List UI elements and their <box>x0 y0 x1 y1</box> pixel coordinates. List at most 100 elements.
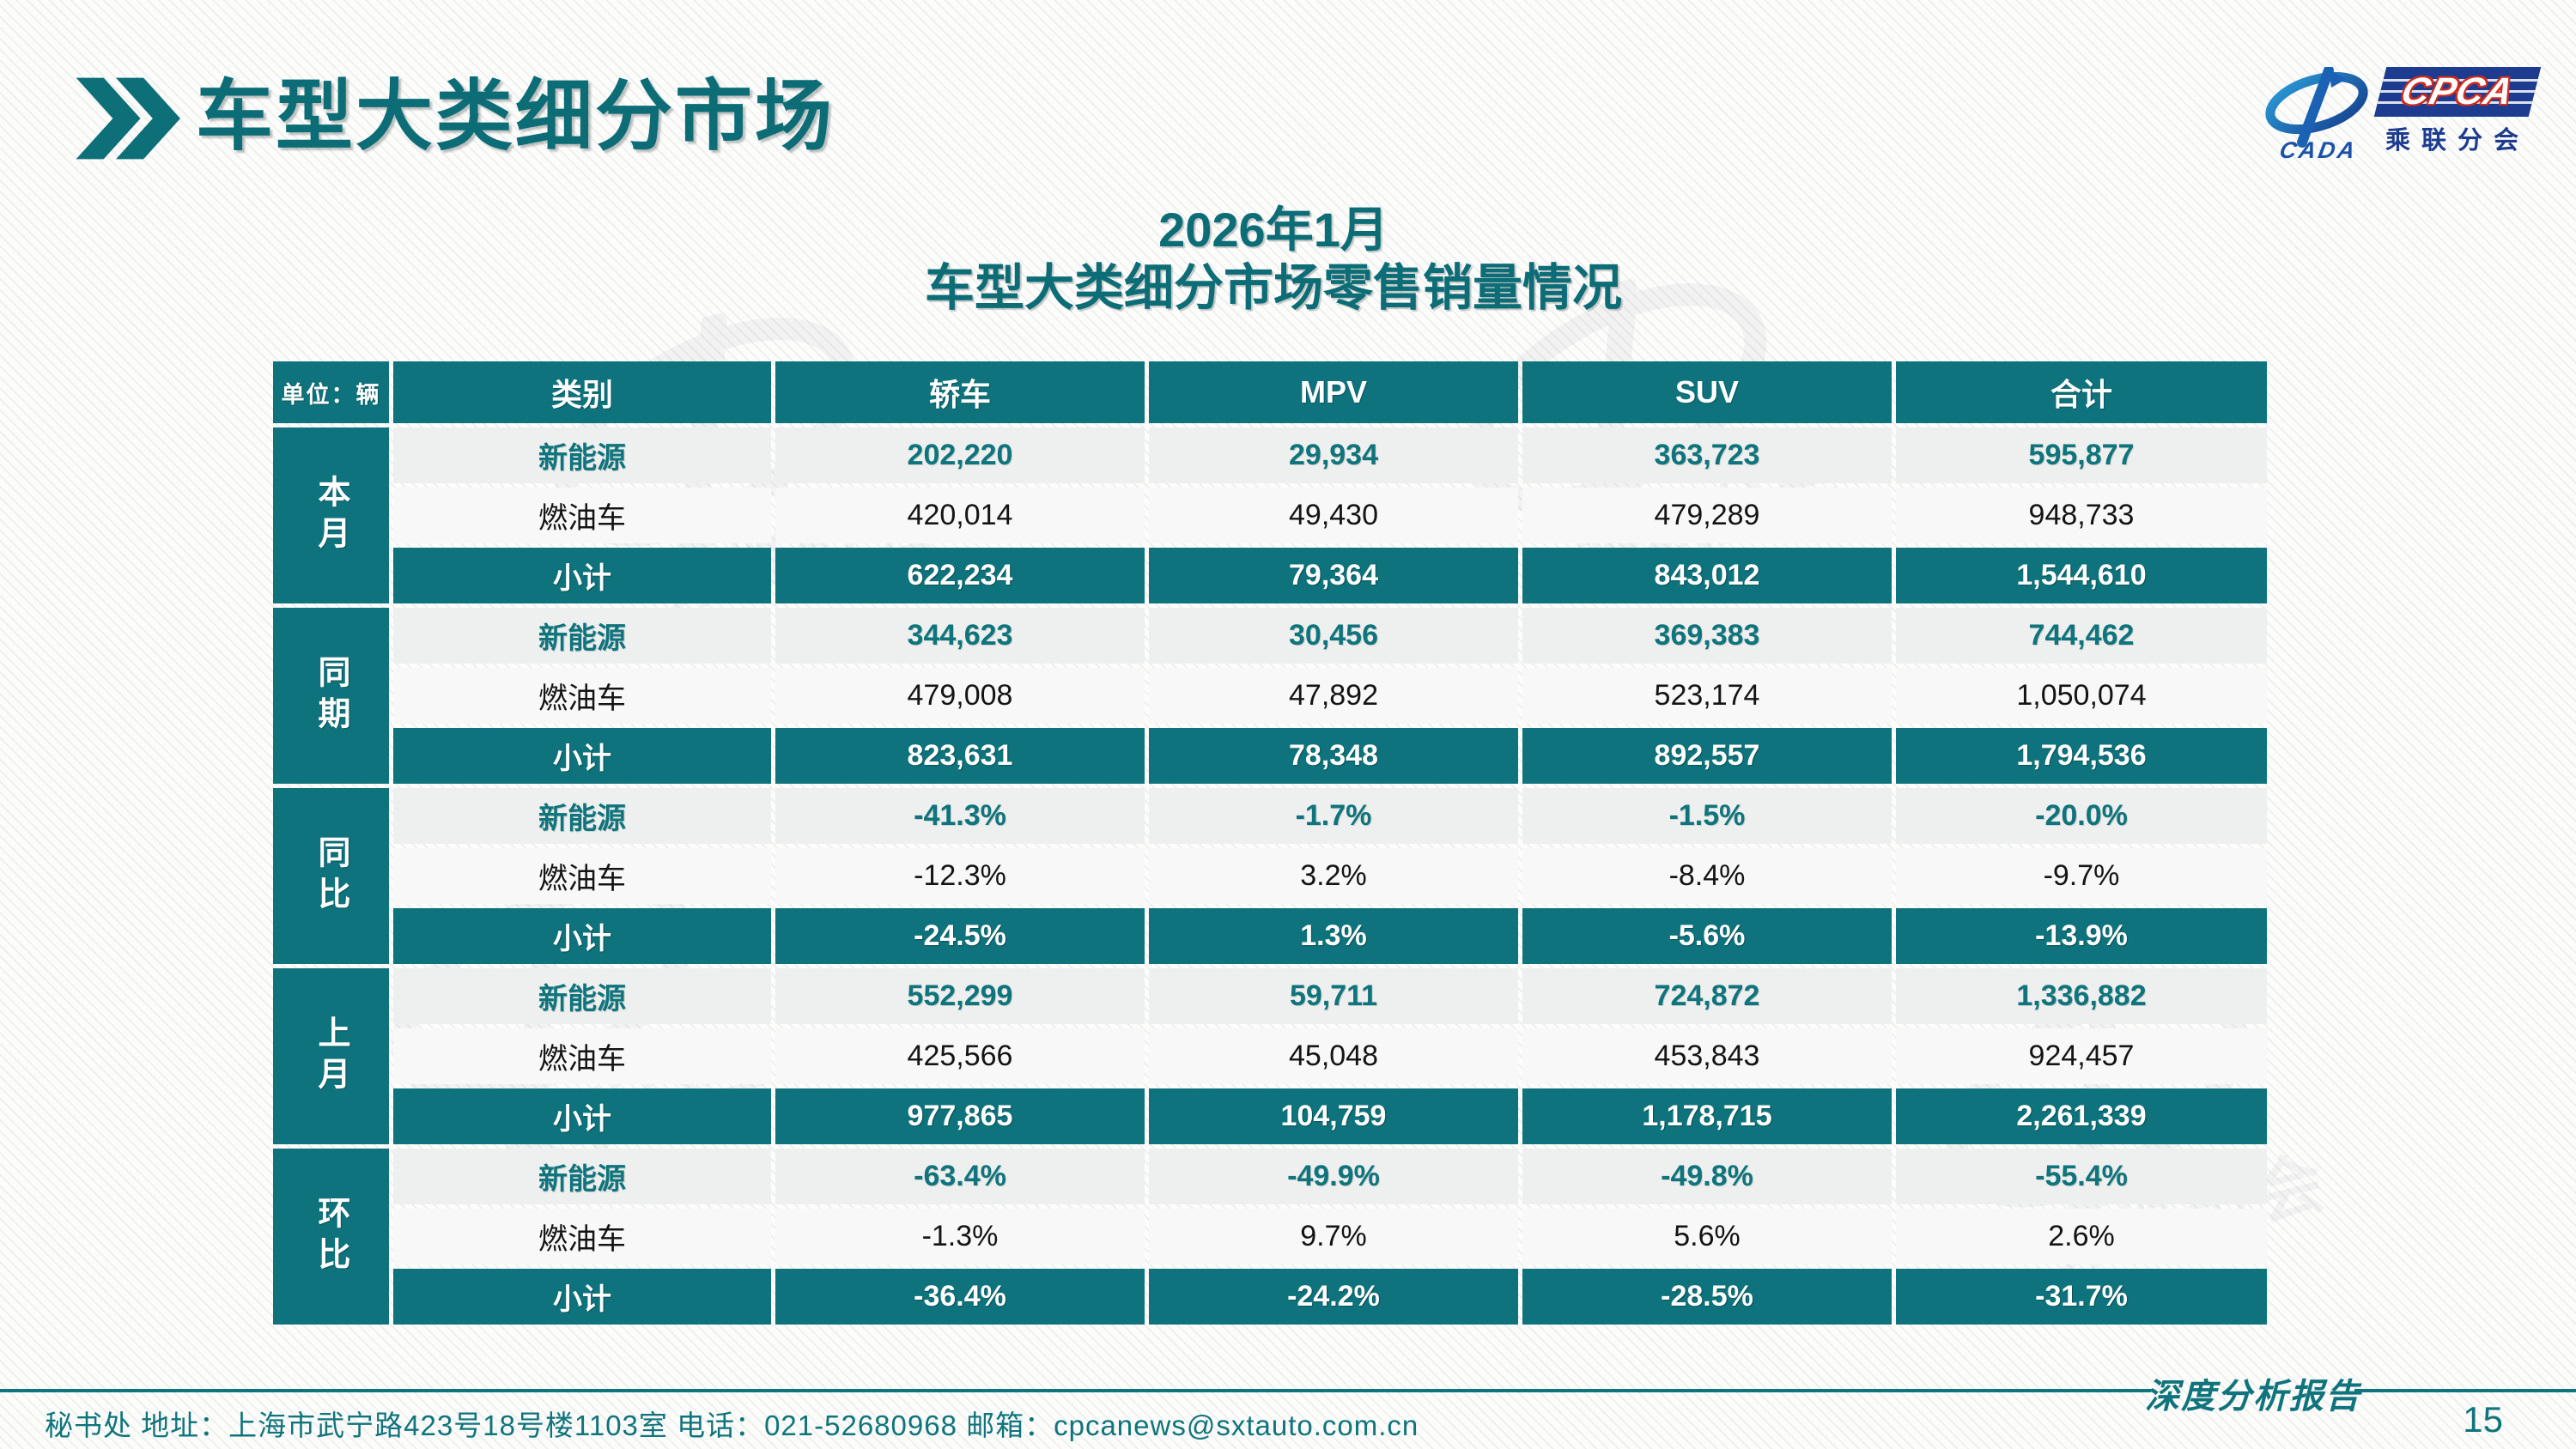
value-cell: 843,012 <box>1522 548 1892 603</box>
value-cell: -5.6% <box>1522 908 1892 964</box>
category-cell: 小计 <box>393 908 771 964</box>
value-cell: 892,557 <box>1522 728 1892 784</box>
page-number: 15 <box>2463 1399 2503 1440</box>
value-cell: 479,289 <box>1522 488 1892 543</box>
value-cell: 420,014 <box>775 488 1145 543</box>
value-cell: 977,865 <box>775 1088 1145 1144</box>
category-cell: 新能源 <box>393 608 771 664</box>
value-cell: 45,048 <box>1149 1028 1518 1084</box>
value-cell: 724,872 <box>1522 968 1892 1024</box>
value-cell: 369,383 <box>1522 608 1892 664</box>
value-cell: -63.4% <box>775 1149 1145 1204</box>
category-cell: 新能源 <box>393 1149 771 1204</box>
cpca-logo: CADA CPCA 乘联分会 <box>2263 67 2542 164</box>
table-title: 2026年1月 车型大类细分市场零售销量情况 <box>273 203 2274 320</box>
value-cell: -8.4% <box>1522 848 1892 904</box>
unit-label-cell: 单位：辆 <box>273 361 389 423</box>
category-cell: 新能源 <box>393 968 771 1024</box>
footer-rule-left <box>0 1389 2151 1392</box>
category-cell: 燃油车 <box>393 848 771 904</box>
report-type-label: 深度分析报告 <box>2145 1376 2361 1416</box>
category-cell: 燃油车 <box>393 1209 771 1264</box>
value-cell: 948,733 <box>1896 488 2267 543</box>
value-cell: -13.9% <box>1896 908 2267 964</box>
value-cell: -1.7% <box>1149 788 1518 844</box>
value-cell: 552,299 <box>775 968 1145 1024</box>
row-group-label: 本月 <box>273 427 389 603</box>
value-cell: 49,430 <box>1149 488 1518 543</box>
value-cell: 823,631 <box>775 728 1145 784</box>
row-group-label: 环比 <box>273 1149 389 1325</box>
value-cell: 1.3% <box>1149 908 1518 964</box>
value-cell: 523,174 <box>1522 668 1892 724</box>
value-cell: 425,566 <box>775 1028 1145 1084</box>
value-cell: 59,711 <box>1149 968 1518 1024</box>
value-cell: -31.7% <box>1896 1269 2267 1325</box>
value-cell: 78,348 <box>1149 728 1518 784</box>
cada-swoosh-icon <box>2265 67 2368 148</box>
value-cell: 5.6% <box>1522 1209 1892 1264</box>
category-cell: 新能源 <box>393 427 771 483</box>
row-group-label: 同期 <box>273 608 389 784</box>
footer-contact-info: 秘书处 地址：上海市武宁路423号18号楼1103室 电话：021-526809… <box>45 1410 1419 1441</box>
category-cell: 小计 <box>393 1088 771 1144</box>
value-cell: 344,623 <box>775 608 1145 664</box>
column-header: MPV <box>1149 361 1518 423</box>
value-cell: -41.3% <box>775 788 1145 844</box>
category-cell: 燃油车 <box>393 488 771 543</box>
value-cell: -24.5% <box>775 908 1145 964</box>
column-header: 轿车 <box>775 361 1145 423</box>
value-cell: -24.2% <box>1149 1269 1518 1325</box>
value-cell: -1.5% <box>1522 788 1892 844</box>
row-group-label: 上月 <box>273 968 389 1144</box>
value-cell: -12.3% <box>775 848 1145 904</box>
category-cell: 小计 <box>393 1269 771 1325</box>
category-cell: 燃油车 <box>393 1028 771 1084</box>
double-chevron-icon <box>76 77 180 160</box>
value-cell: -9.7% <box>1896 848 2267 904</box>
footer-rule-right <box>2354 1389 2576 1392</box>
value-cell: 363,723 <box>1522 427 1892 483</box>
value-cell: -36.4% <box>775 1269 1145 1325</box>
value-cell: -49.8% <box>1522 1149 1892 1204</box>
value-cell: -1.3% <box>775 1209 1145 1264</box>
column-header: 合计 <box>1896 361 2267 423</box>
value-cell: 479,008 <box>775 668 1145 724</box>
row-group-label: 同比 <box>273 788 389 964</box>
value-cell: 47,892 <box>1149 668 1518 724</box>
table-title-subject: 车型大类细分市场零售销量情况 <box>924 260 1622 317</box>
value-cell: -49.9% <box>1149 1149 1518 1204</box>
cada-mark: CADA <box>2263 67 2373 164</box>
value-cell: 2.6% <box>1896 1209 2267 1264</box>
value-cell: 1,050,074 <box>1896 668 2267 724</box>
value-cell: 1,336,882 <box>1896 968 2267 1024</box>
value-cell: 202,220 <box>775 427 1145 483</box>
value-cell: -55.4% <box>1896 1149 2267 1204</box>
page-title: 车型大类细分市场 <box>196 74 835 160</box>
table-title-month: 2026年1月 <box>1158 203 1388 257</box>
value-cell: 3.2% <box>1149 848 1518 904</box>
cada-label: CADA <box>2277 137 2360 163</box>
cpca-branch-label: 乘联分会 <box>2385 127 2530 155</box>
value-cell: 2,261,339 <box>1896 1088 2267 1144</box>
value-cell: 924,457 <box>1896 1028 2267 1084</box>
cpca-band: CPCA <box>2373 67 2542 117</box>
value-cell: 1,544,610 <box>1896 548 2267 603</box>
category-cell: 燃油车 <box>393 668 771 724</box>
value-cell: 1,178,715 <box>1522 1088 1892 1144</box>
value-cell: 744,462 <box>1896 608 2267 664</box>
sales-table: 单位：辆 类别 轿车 MPV SUV 合计 本月 新能源 202,220 29,934 363,72… <box>273 361 2267 1325</box>
cpca-mark: CPCA 乘联分会 <box>2373 67 2542 156</box>
value-cell: 453,843 <box>1522 1028 1892 1084</box>
value-cell: 29,934 <box>1149 427 1518 483</box>
value-cell: 9.7% <box>1149 1209 1518 1264</box>
value-cell: 1,794,536 <box>1896 728 2267 784</box>
value-cell: 79,364 <box>1149 548 1518 603</box>
category-cell: 新能源 <box>393 788 771 844</box>
category-cell: 小计 <box>393 548 771 603</box>
value-cell: 30,456 <box>1149 608 1518 664</box>
value-cell: -20.0% <box>1896 788 2267 844</box>
cpca-label: CPCA <box>2397 70 2518 112</box>
column-header: SUV <box>1522 361 1892 423</box>
